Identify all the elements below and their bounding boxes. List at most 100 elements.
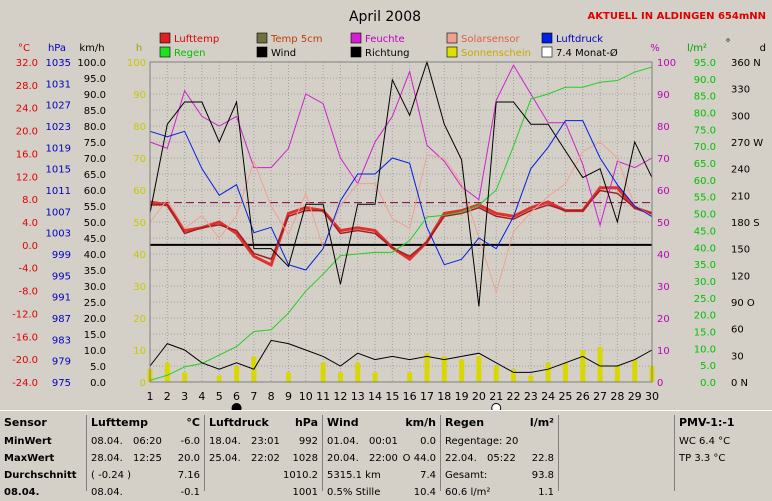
x-tick-label: 22 [507,390,521,403]
legend-label: Temp 5cm [270,34,322,45]
legend-swatch [256,46,268,58]
sunshine-tick-label: 30 [133,282,146,293]
wind-tick-label: 15.0 [84,330,106,341]
x-tick-label: 13 [351,390,365,403]
x-tick-label: 6 [233,390,240,403]
sunshine-tick-label: 40 [133,250,146,261]
sunshine-bar [355,362,361,382]
new-moon-icon [231,403,242,410]
rain-tick-label: 35.0 [694,260,716,271]
direction-tick-label: 90 O [731,298,755,309]
x-tick-label: 14 [368,390,382,403]
direction-tick-label: 210 [731,191,750,202]
maxwert-label: MaxWert [4,453,55,464]
humidity-tick-label: 90 [657,90,670,101]
rain-tick-label: 45.0 [694,226,716,237]
series-line-temp-5cm [150,189,653,261]
rain-tick-label: 30.0 [694,277,716,288]
luftdruck-header: Luftdruck [209,416,269,429]
wind-tick-label: 10.0 [84,346,106,357]
pressure-tick-label: 1015 [46,165,71,176]
pressure-tick-label: 1023 [46,122,71,133]
legend-label: Richtung [365,48,410,59]
x-tick-label: 23 [524,390,538,403]
wind-tick-label: 60.0 [84,186,106,197]
legend-label: Solarsensor [461,34,521,45]
rain-tick-label: 85.0 [694,92,716,103]
sensor-header: Sensor [4,416,47,429]
sunshine-bar [545,362,551,382]
humidity-tick-label: 0 [657,378,663,389]
legend-swatch [350,46,362,58]
rain-axis-unit: l/m² [687,43,707,54]
wind-tick-label: 70.0 [84,154,106,165]
humidity-tick-label: 80 [657,122,670,133]
wind-min-time: 00:01 [369,436,398,447]
luftdruck-column: Luftdruck hPa 18.04. 23:01 992 25.04. 22:02 1… [205,415,323,498]
temp-tick-label: 12.0 [16,172,38,183]
wind-tick-label: 50.0 [84,218,106,229]
x-tick-label: 25 [558,390,572,403]
pressure-tick-label: 983 [52,335,71,346]
wind-max-value: O 44.0 [402,453,436,464]
pressure-tick-label: 999 [52,250,71,261]
x-tick-label: 27 [593,390,607,403]
x-tick-label: 10 [299,390,313,403]
wind-max-time: 22:00 [369,453,398,464]
wind-tick-label: 35.0 [84,266,106,277]
pressure-tick-label: 987 [52,314,71,325]
sunshine-tick-label: 80 [133,122,146,133]
lufttemp-avg-value: 7.16 [177,470,200,481]
x-tick-label: 24 [541,390,555,403]
direction-tick-label: 240 [731,165,750,176]
x-tick-label: 12 [333,390,347,403]
spacer-column [559,415,675,491]
wind-tick-label: 75.0 [84,138,106,149]
pressure-axis-unit: hPa [48,43,66,54]
series-line-solarsensor [149,141,653,295]
humidity-tick-label: 60 [657,186,670,197]
plot-frame [149,61,653,383]
pressure-tick-label: 1007 [46,207,71,218]
rain-tick-label: 95.0 [694,58,716,69]
regen-max-time: 05:22 [487,453,516,464]
weather-chart: April 2008 AKTUELL IN ALDINGEN 654mNN Lu… [12,9,766,410]
pressure-tick-label: 1003 [46,229,71,240]
rain-tick-label: 5.0 [700,361,716,372]
windchill-value: WC 6.4 °C [679,436,731,447]
sunshine-bar [337,372,343,382]
plot-background [150,62,652,382]
direction-axis-unit-d: d [760,43,766,54]
legend-swatch [350,32,362,44]
humidity-tick-label: 70 [657,154,670,165]
wind-tick-label: 100.0 [77,58,106,69]
legend: Lufttemp Temp 5cm Feuchte Solarsensor Luftdr… [159,32,618,59]
direction-axis-unit: ° [726,38,731,49]
sunshine-bar [424,353,430,382]
temp-tick-label: -8.0 [18,287,38,298]
dewpoint-value: TP 3.3 °C [679,453,726,464]
statistics-panel: Sensor MinWert MaxWert Durchschnitt 08.0… [0,410,772,498]
lufttemp-unit: °C [186,416,200,429]
wind-axis-unit: km/h [79,43,104,54]
direction-tick-label: 60 [731,325,744,336]
regen-max-value: 22.8 [531,453,554,464]
x-tick-label: 5 [216,390,223,403]
x-tick-label: 15 [385,390,399,403]
pressure-tick-label: 1027 [46,101,71,112]
lufttemp-max-time: 12:25 [133,453,162,464]
sunshine-bar [493,366,499,382]
sunshine-bar [216,375,222,382]
sunshine-bar [182,372,188,382]
regen-days: Regentage: 20 [445,436,519,447]
humidity-tick-label: 30 [657,282,670,293]
lufttemp-extra-value: -0.1 [180,487,200,498]
x-tick-label: 16 [403,390,417,403]
rain-tick-label: 90.0 [694,75,716,86]
series-line-feuchte [149,64,653,228]
x-tick-label: 1 [147,390,154,403]
temp-tick-label: 28.0 [16,81,38,92]
sunshine-bar [562,362,568,382]
site-label: AKTUELL IN ALDINGEN 654mNN [588,11,766,22]
lufttemp-max-date: 28.04. [91,453,123,464]
